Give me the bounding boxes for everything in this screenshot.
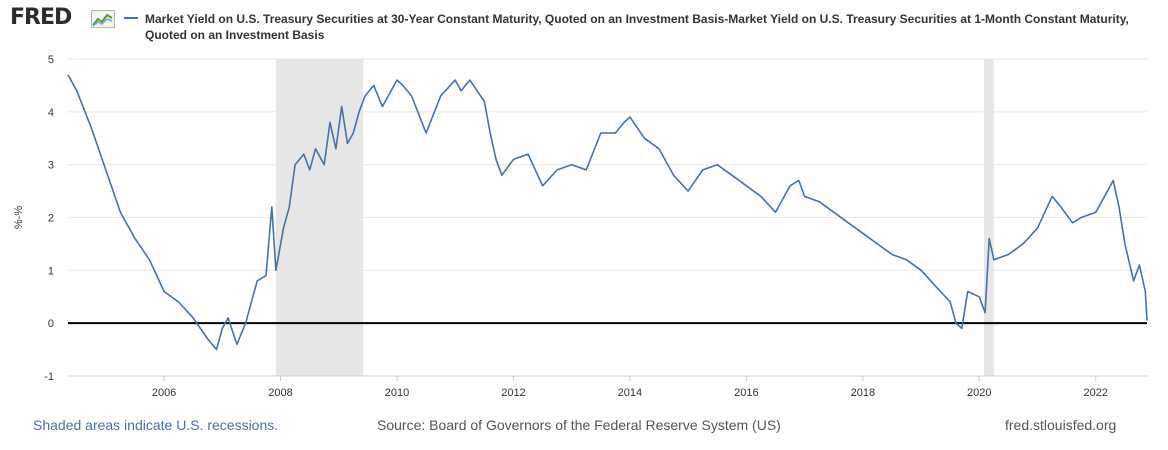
x-tick-label: 2006 bbox=[152, 387, 176, 399]
chart-svg: -1 0 1 2 3 4 5 2006 2008 2010 2012 2014 2016 2018 2020… bbox=[13, 54, 1148, 399]
plot-area: -1 0 1 2 3 4 5 2006 2008 2010 2012 2014 2016 2018 2020… bbox=[0, 50, 1168, 410]
x-tick-label: 2020 bbox=[967, 387, 991, 399]
source-note: Source: Board of Governors of the Federa… bbox=[377, 417, 781, 433]
fred-logo[interactable]: FRED bbox=[10, 5, 72, 30]
gridlines bbox=[68, 58, 1147, 377]
y-tick-label: 4 bbox=[48, 107, 54, 119]
site-link[interactable]: fred.stlouisfed.org bbox=[1005, 417, 1117, 433]
x-tick-label: 2014 bbox=[618, 387, 642, 399]
recession-note-link[interactable]: Shaded areas indicate U.S. recessions. bbox=[33, 417, 279, 433]
x-tick-label: 2022 bbox=[1084, 387, 1108, 399]
y-tick-label: 5 bbox=[48, 54, 54, 66]
series-line bbox=[67, 74, 1148, 351]
y-axis-label: %-% bbox=[13, 206, 25, 229]
x-tick-label: 2010 bbox=[385, 387, 409, 399]
y-tick-label: -1 bbox=[44, 371, 54, 383]
chart-title: Market Yield on U.S. Treasury Securities… bbox=[145, 12, 1129, 42]
x-tick-label: 2016 bbox=[734, 387, 758, 399]
x-tick-label: 2012 bbox=[501, 387, 525, 399]
x-tick-label: 2008 bbox=[268, 387, 292, 399]
chart-header: FRED Market Yield on U.S. Treasury Secur… bbox=[0, 0, 1168, 50]
axes: -1 0 1 2 3 4 5 2006 2008 2010 2012 2014 2016 2018 2020… bbox=[44, 54, 1147, 399]
y-tick-label: 0 bbox=[48, 318, 54, 330]
y-tick-label: 1 bbox=[48, 265, 54, 277]
y-tick-label: 2 bbox=[48, 213, 54, 225]
y-tick-label: 3 bbox=[48, 160, 54, 172]
chart-graph-icon bbox=[91, 10, 115, 28]
x-tick-label: 2018 bbox=[851, 387, 875, 399]
legend-swatch bbox=[124, 17, 138, 19]
